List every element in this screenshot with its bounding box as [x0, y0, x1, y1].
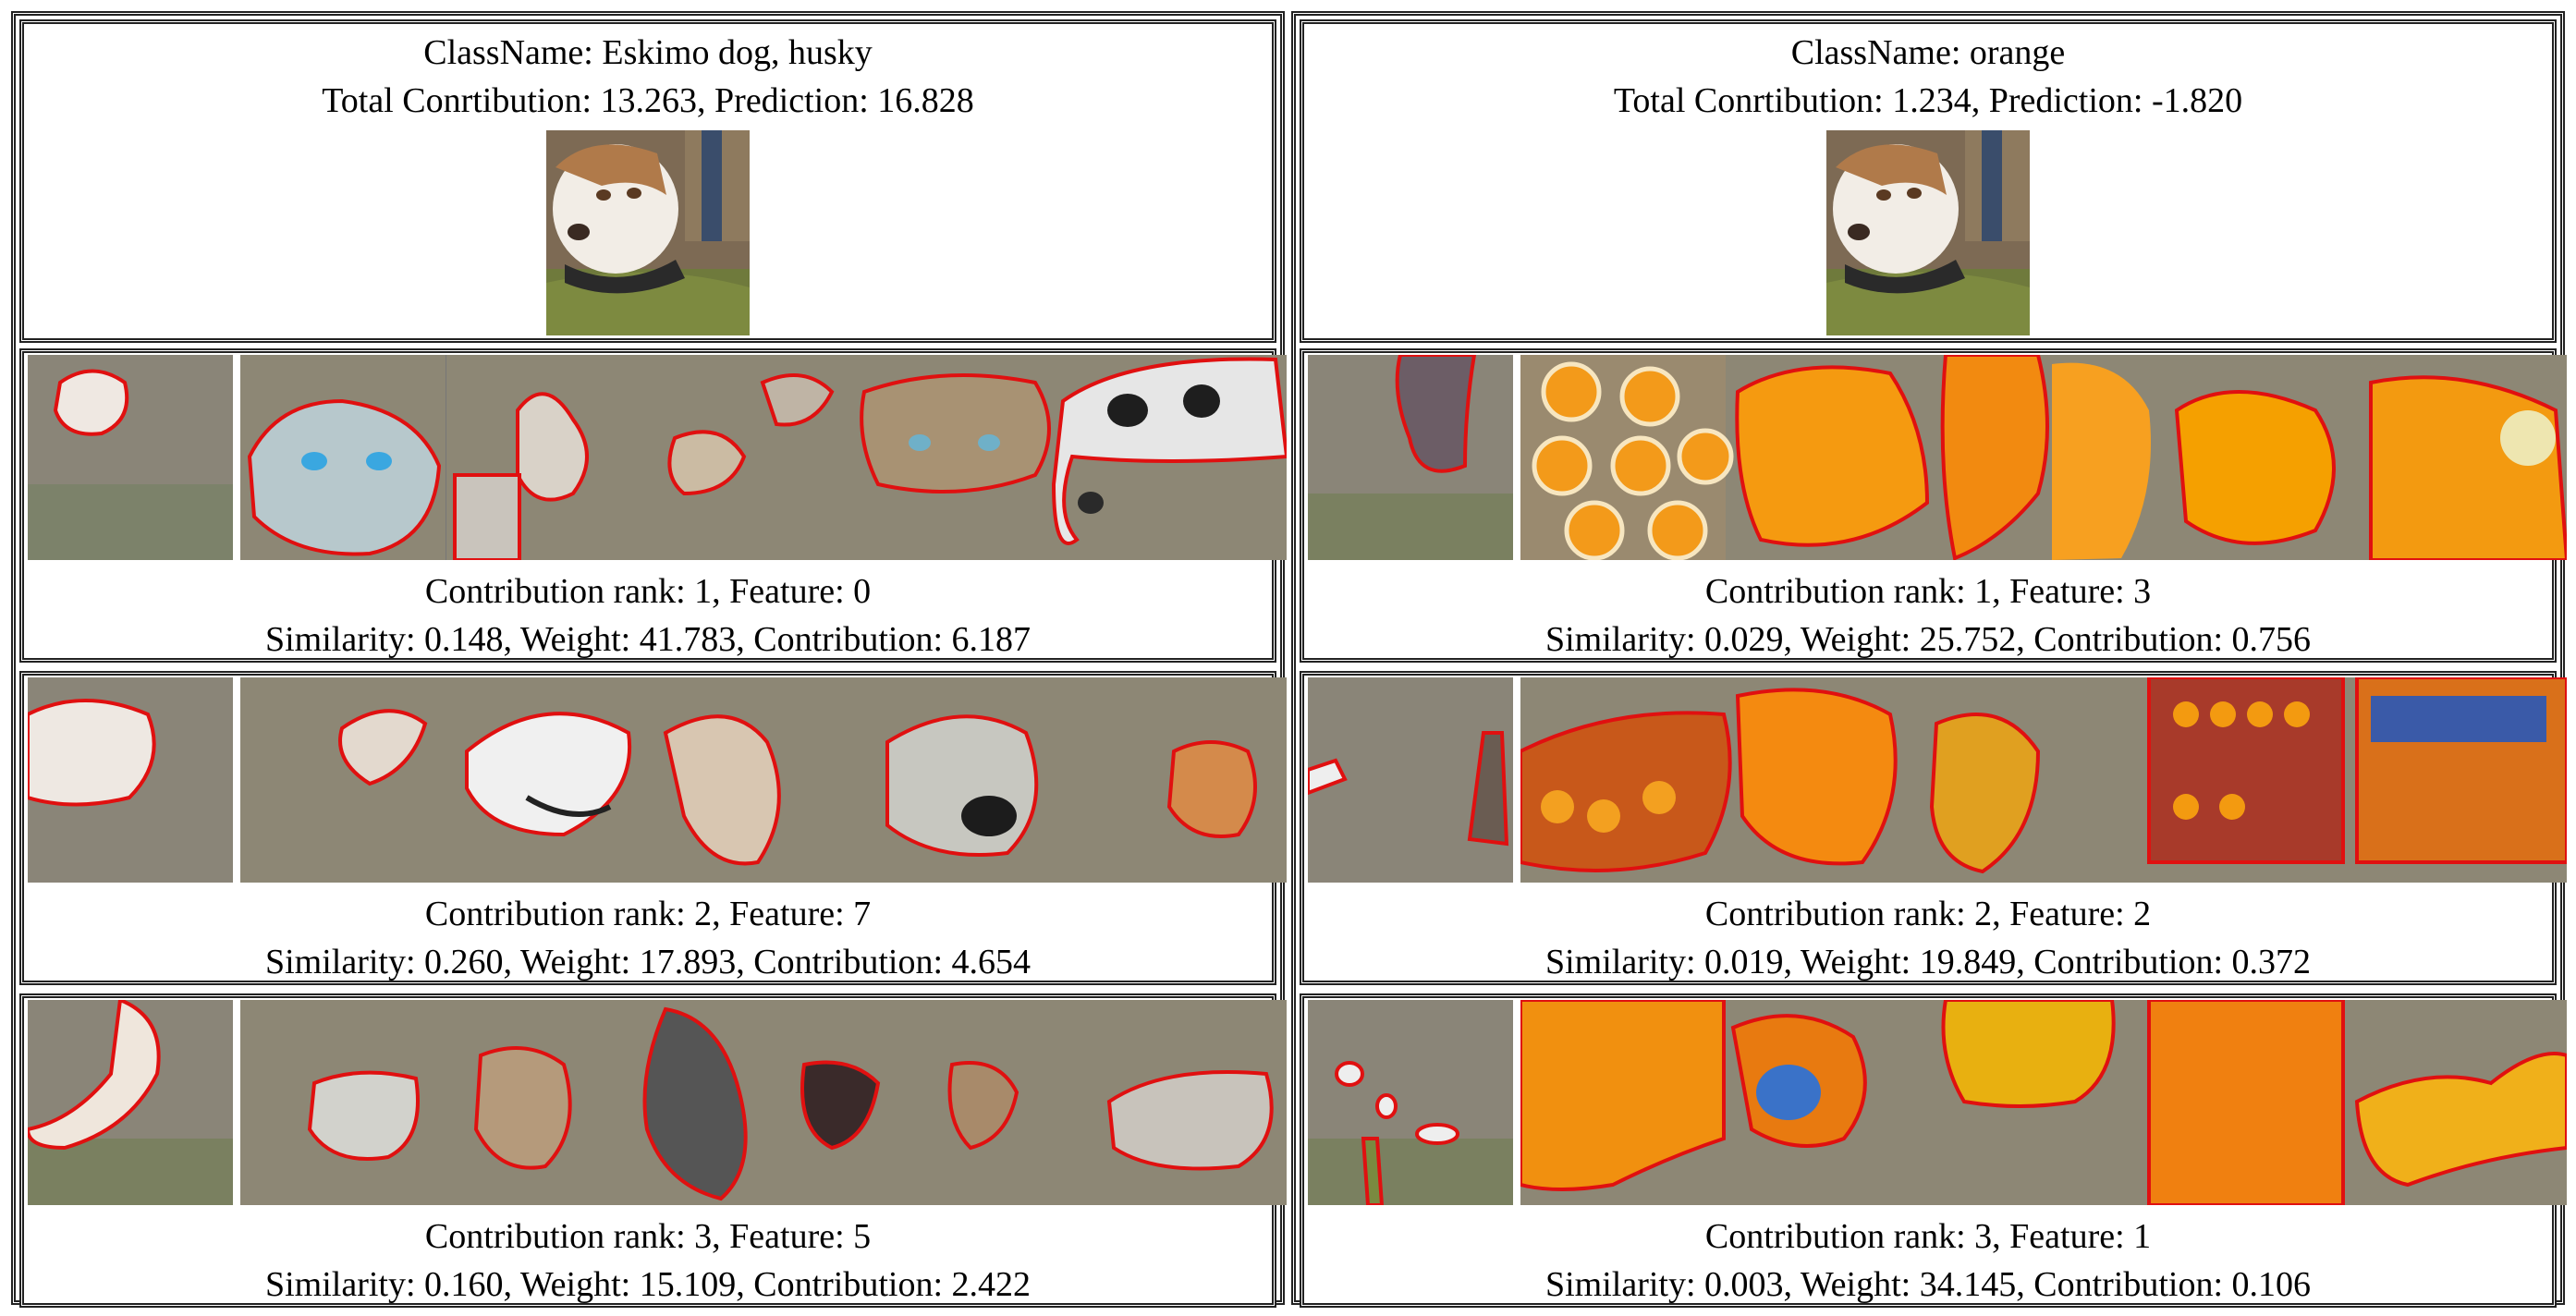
example-image-query-highlight [1308, 355, 1513, 560]
example-strip [28, 355, 1287, 560]
total-contribution-text: Total Conrtibution: 1.234, Prediction: -… [1613, 81, 2243, 120]
example-images-dog-snouts [240, 677, 1287, 883]
contribution-rank-text: Contribution rank: 2, Feature: 2 [1704, 895, 2152, 933]
panel-header: ClassName: Eskimo dog, husky Total Conrt… [19, 19, 1276, 343]
contribution-rank-text: Contribution rank: 3, Feature: 5 [424, 1217, 872, 1256]
class-name-text: ClassName: Eskimo dog, husky [423, 33, 873, 72]
feature-row-rank-3: Contribution rank: 3, Feature: 5 Similar… [19, 993, 1287, 1308]
class-name-text: ClassName: orange [1790, 33, 2066, 72]
example-strip [1308, 677, 2567, 883]
panel-header: ClassName: orange Total Conrtibution: 1.… [1300, 19, 2557, 343]
example-image-query-highlight [28, 677, 233, 883]
query-image [1826, 130, 2030, 335]
feature-row-rank-2: Contribution rank: 2, Feature: 2 Similar… [1300, 671, 2567, 985]
example-images-dog-bodies [240, 1000, 1287, 1205]
feature-stats-text: Similarity: 0.003, Weight: 34.145, Contr… [1544, 1265, 2312, 1304]
feature-row-rank-3: Contribution rank: 3, Feature: 1 Similar… [1300, 993, 2567, 1308]
example-image-query-highlight [28, 355, 233, 560]
example-image-query-highlight [28, 1000, 233, 1205]
example-strip [1308, 355, 2567, 560]
panel-orange: ClassName: orange Total Conrtibution: 1.… [1291, 11, 2567, 1308]
example-images-orange-slices [1520, 355, 2567, 560]
feature-stats-text: Similarity: 0.029, Weight: 25.752, Contr… [1544, 620, 2312, 659]
query-image [546, 130, 750, 335]
example-images-orange-closeups [1520, 1000, 2567, 1205]
example-image-query-highlight [1308, 677, 1513, 883]
contribution-rank-text: Contribution rank: 1, Feature: 0 [424, 572, 872, 611]
feature-row-rank-1: Contribution rank: 1, Feature: 0 Similar… [19, 348, 1287, 663]
feature-stats-text: Similarity: 0.019, Weight: 19.849, Contr… [1544, 943, 2312, 981]
feature-stats-text: Similarity: 0.160, Weight: 15.109, Contr… [264, 1265, 1032, 1304]
contribution-rank-text: Contribution rank: 1, Feature: 3 [1704, 572, 2152, 611]
contribution-rank-text: Contribution rank: 2, Feature: 7 [424, 895, 872, 933]
example-image-query-highlight [1308, 1000, 1513, 1205]
example-strip [28, 677, 1287, 883]
total-contribution-text: Total Conrtibution: 13.263, Prediction: … [322, 81, 974, 120]
contribution-rank-text: Contribution rank: 3, Feature: 1 [1704, 1217, 2152, 1256]
example-images-husky-faces [240, 355, 1287, 560]
feature-stats-text: Similarity: 0.260, Weight: 17.893, Contr… [264, 943, 1032, 981]
example-strip [28, 1000, 1287, 1205]
example-images-fruit-markets [1520, 677, 2567, 883]
example-strip [1308, 1000, 2567, 1205]
panel-eskimo-dog: ClassName: Eskimo dog, husky Total Conrt… [11, 11, 1287, 1308]
feature-row-rank-1: Contribution rank: 1, Feature: 3 Similar… [1300, 348, 2567, 663]
feature-stats-text: Similarity: 0.148, Weight: 41.783, Contr… [264, 620, 1032, 659]
feature-row-rank-2: Contribution rank: 2, Feature: 7 Similar… [19, 671, 1287, 985]
